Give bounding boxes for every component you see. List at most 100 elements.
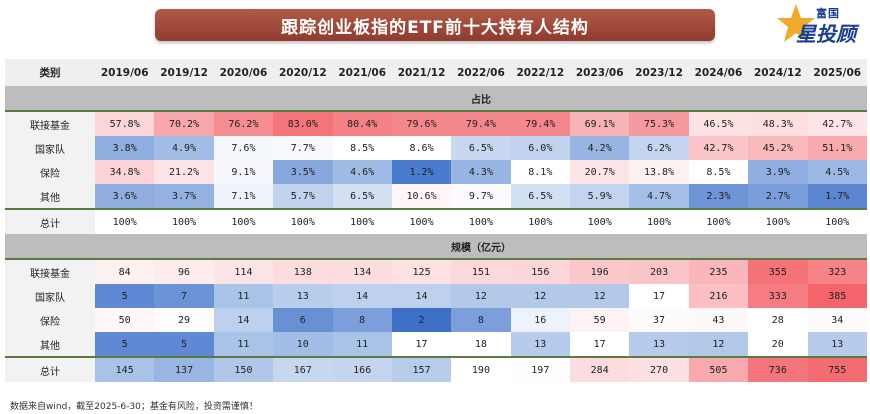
table-cell: 20 (748, 332, 808, 357)
star-logo-icon (777, 4, 815, 42)
table-cell: 4.5% (807, 160, 867, 184)
column-header-period: 2023/12 (629, 59, 689, 86)
table-cell: 203 (629, 258, 689, 284)
table-cell: 323 (807, 258, 867, 284)
table-cell: 45.2% (748, 136, 808, 160)
table-cell: 5 (95, 332, 155, 357)
table-cell: 355 (748, 258, 808, 284)
table-cell: 2.7% (748, 184, 808, 209)
title-banner: 跟踪创业板指的ETF前十大持有人结构 (155, 9, 715, 41)
table-cell: 3.6% (95, 184, 155, 209)
table-cell: 9.7% (451, 184, 511, 209)
column-header-period: 2021/12 (391, 59, 452, 86)
table-cell: 2 (391, 308, 452, 332)
row-label: 其他 (5, 184, 95, 209)
table-cell: 1.7% (807, 184, 867, 209)
table-cell: 10 (273, 332, 333, 357)
column-header-period: 2025/06 (807, 59, 867, 86)
table-cell: 79.6% (391, 110, 452, 136)
section-spacer (5, 86, 95, 111)
section-spacer (5, 234, 95, 259)
table-row: 保险 34.8% 21.2% 9.1% 3.5% 4.6% 1.2% 4.3% 8.1% 20.7… (5, 160, 867, 184)
table-row: 联接基金 57.8% 70.2% 76.2% 83.0% 80.4% 79.6% 79.4% 7… (5, 110, 867, 136)
total-row: 总计 145 137 150 167 166 157 190 197 284 270 505 736 75… (5, 356, 867, 382)
table-cell: 75.3% (629, 110, 689, 136)
table-cell: 157 (391, 356, 452, 382)
table-cell: 21.2% (154, 160, 214, 184)
table-cell: 156 (510, 258, 570, 284)
table-cell: 69.1% (570, 110, 630, 136)
table-cell: 6.2% (629, 136, 689, 160)
table-cell: 18 (451, 332, 511, 357)
table-cell: 150 (213, 356, 274, 382)
header-row: 类别 2019/06 2019/12 2020/06 2020/12 2021/06 202… (5, 59, 867, 86)
table-cell: 736 (748, 356, 808, 382)
table-cell: 190 (451, 356, 511, 382)
table-cell: 46.5% (688, 110, 749, 136)
table-cell: 17 (570, 332, 630, 357)
column-header-period: 2023/06 (570, 59, 630, 86)
table-cell: 13 (273, 284, 333, 308)
row-label: 保险 (5, 160, 95, 184)
table-cell: 48.3% (748, 110, 808, 136)
table-cell: 4.9% (154, 136, 214, 160)
table-cell: 4.2% (570, 136, 630, 160)
table-cell: 79.4% (451, 110, 511, 136)
table-cell: 42.7% (688, 136, 749, 160)
table-cell: 505 (688, 356, 749, 382)
table-cell: 145 (95, 356, 155, 382)
table-cell: 34 (807, 308, 867, 332)
table-cell: 134 (332, 258, 392, 284)
table-cell: 100% (451, 208, 511, 234)
table-cell: 270 (629, 356, 689, 382)
table-cell: 2.3% (688, 184, 749, 209)
table-cell: 100% (332, 208, 392, 234)
table-cell: 84 (95, 258, 155, 284)
table-cell: 80.4% (332, 110, 392, 136)
table-cell: 385 (807, 284, 867, 308)
table-cell: 6.5% (510, 184, 570, 209)
table-cell: 12 (510, 284, 570, 308)
table-cell: 5.7% (273, 184, 333, 209)
table-row: 其他 5 5 11 10 11 17 18 13 17 13 12 20 13 (5, 332, 867, 357)
table-cell: 3.7% (154, 184, 214, 209)
row-label: 其他 (5, 332, 95, 357)
table-cell: 12 (451, 284, 511, 308)
table-cell: 100% (95, 208, 155, 234)
table-cell: 14 (391, 284, 452, 308)
table-cell: 284 (570, 356, 630, 382)
table-cell: 100% (273, 208, 333, 234)
holder-structure-table: 类别 2019/06 2019/12 2020/06 2020/12 2021/06 202… (5, 59, 867, 382)
table-cell: 4.7% (629, 184, 689, 209)
table-cell: 17 (629, 284, 689, 308)
table-cell: 3.8% (95, 136, 155, 160)
table-row: 国家队 3.8% 4.9% 7.6% 7.7% 8.5% 8.6% 6.5% 6.0% 4.2% 6… (5, 136, 867, 160)
table-cell: 13 (629, 332, 689, 357)
table-cell: 13.8% (629, 160, 689, 184)
table-cell: 8.6% (391, 136, 452, 160)
table-cell: 20.7% (570, 160, 630, 184)
table-cell: 8.1% (510, 160, 570, 184)
table-cell: 42.7% (807, 110, 867, 136)
table-cell: 196 (570, 258, 630, 284)
row-label: 国家队 (5, 284, 95, 308)
table-cell: 7 (154, 284, 214, 308)
brand-logo: 富国 星投顾 (776, 2, 864, 46)
section-title: 规模（亿元） (95, 234, 867, 259)
table-cell: 100% (391, 208, 452, 234)
table-cell: 5.9% (570, 184, 630, 209)
table-cell: 6.5% (332, 184, 392, 209)
table-cell: 5 (154, 332, 214, 357)
table-cell: 11 (213, 284, 274, 308)
table-cell: 13 (807, 332, 867, 357)
section-title: 占比 (95, 86, 867, 111)
table-cell: 57.8% (95, 110, 155, 136)
table-cell: 755 (807, 356, 867, 382)
column-header-period: 2021/06 (332, 59, 392, 86)
table-cell: 114 (213, 258, 274, 284)
table-cell: 12 (688, 332, 749, 357)
table-cell: 3.5% (273, 160, 333, 184)
table-cell: 100% (688, 208, 749, 234)
table-cell: 13 (510, 332, 570, 357)
total-row: 总计 100% 100% 100% 100% 100% 100% 100% 100% 100% 10… (5, 208, 867, 234)
